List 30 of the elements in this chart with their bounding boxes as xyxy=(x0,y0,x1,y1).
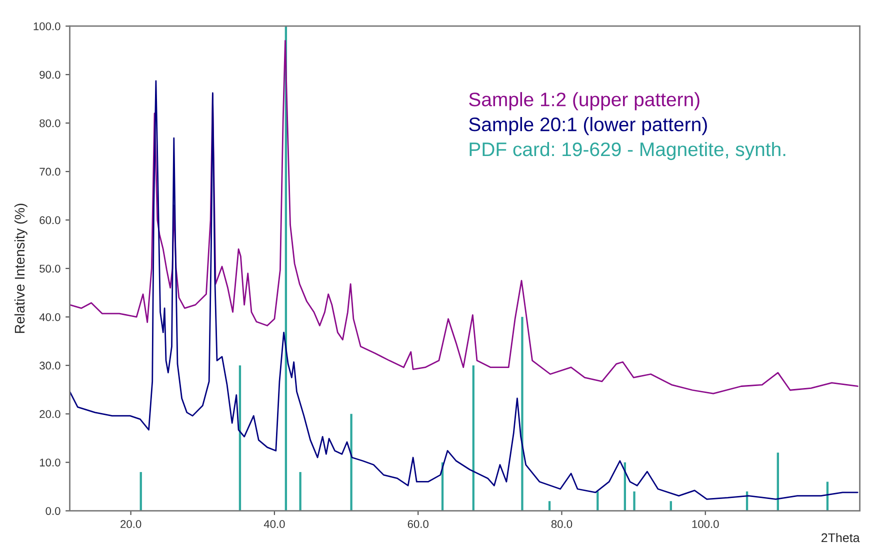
y-tick-label: 70.0 xyxy=(40,168,60,176)
y-tick-label: 60.0 xyxy=(40,216,60,224)
bar xyxy=(350,414,352,511)
x-tick-label: 100.0 xyxy=(692,520,719,528)
y-tick-label: 10.0 xyxy=(40,458,60,466)
y-tick-label: 80.0 xyxy=(40,119,60,128)
y-tick-label: 50.0 xyxy=(40,264,60,273)
x-tick-label: 60.0 xyxy=(408,520,428,528)
bar xyxy=(140,472,142,511)
y-axis-title: Relative Intensity (%) xyxy=(14,204,28,333)
x-axis-title: 2Theta xyxy=(822,532,860,542)
y-tick-label: 40.0 xyxy=(39,313,60,322)
bar xyxy=(633,491,636,511)
x-tick-label: 20.0 xyxy=(120,520,142,528)
y-tick-label: 0.0 xyxy=(46,507,60,515)
y-tick-label: 20.0 xyxy=(40,410,60,418)
y-tick-label: 90.0 xyxy=(40,70,60,79)
bar xyxy=(299,472,302,511)
x-tick-label: 40.0 xyxy=(264,520,285,528)
text: PDF card: 19-629 - Magnetite, synth. xyxy=(470,142,786,160)
x-tick-label: 80.0 xyxy=(551,520,572,528)
bar xyxy=(521,316,524,511)
line-series xyxy=(70,40,858,394)
bar xyxy=(238,365,242,511)
y-tick-label: 30.0 xyxy=(40,362,60,370)
text: Sample 1:2 (upper pattern) xyxy=(469,92,700,110)
text: Sample 20:1 (lower pattern) xyxy=(469,117,707,136)
bar xyxy=(472,365,474,511)
y-tick-label: 100.0 xyxy=(34,22,60,30)
line-series xyxy=(70,80,858,500)
